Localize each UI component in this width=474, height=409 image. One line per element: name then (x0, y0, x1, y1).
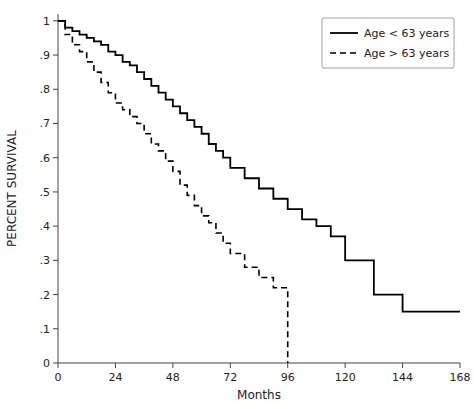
y-tick (53, 260, 58, 261)
y-tick (53, 55, 58, 56)
y-axis-label: PERCENT SURVIVAL (5, 130, 19, 247)
legend-swatch (330, 52, 358, 54)
y-tick (53, 226, 58, 227)
x-axis-label: Months (237, 388, 281, 402)
x-axis-line (58, 363, 460, 364)
legend-label: Age < 63 years (364, 27, 450, 40)
x-tick-label: 24 (108, 371, 122, 384)
y-tick-label: .8 (40, 83, 51, 96)
y-tick-label: .5 (40, 186, 51, 199)
legend-label: Age > 63 years (364, 47, 450, 60)
y-axis-line (58, 14, 59, 363)
x-tick (58, 363, 59, 368)
y-tick (53, 363, 58, 364)
legend-swatch (330, 32, 358, 34)
y-tick (53, 20, 58, 21)
x-tick (115, 363, 116, 368)
y-tick-label: .9 (40, 49, 51, 62)
y-tick (53, 157, 58, 158)
y-tick-label: .4 (40, 220, 51, 233)
x-tick (345, 363, 346, 368)
x-tick-label: 48 (166, 371, 180, 384)
x-tick (402, 363, 403, 368)
y-tick (53, 294, 58, 295)
x-tick (460, 363, 461, 368)
y-tick-label: .2 (40, 289, 51, 302)
x-tick-label: 0 (55, 371, 62, 384)
y-tick-label: 1 (43, 15, 50, 28)
x-tick (172, 363, 173, 368)
legend-frame (322, 18, 454, 68)
x-tick-label: 144 (392, 371, 413, 384)
y-tick (53, 328, 58, 329)
x-tick (230, 363, 231, 368)
x-tick (287, 363, 288, 368)
x-tick-label: 120 (335, 371, 356, 384)
y-tick-label: 0 (43, 357, 50, 370)
y-tick-label: .1 (40, 323, 51, 336)
y-tick-label: .3 (40, 254, 51, 267)
plot-area (58, 21, 460, 363)
survival-line (58, 21, 288, 363)
y-tick-label: .7 (40, 117, 51, 130)
y-tick (53, 123, 58, 124)
y-tick-label: .6 (40, 152, 51, 165)
x-tick-label: 96 (281, 371, 295, 384)
legend: Age < 63 years Age > 63 years (322, 18, 454, 68)
y-tick (53, 191, 58, 192)
x-tick-label: 168 (450, 371, 471, 384)
chart: 0 24 48 72 96 120 144 168 0 .1 .2 .3 .4 .5 .6 .7 .8 .9 1 Mo… (0, 0, 474, 409)
background (0, 0, 474, 409)
y-tick (53, 89, 58, 90)
x-tick-label: 72 (223, 371, 237, 384)
